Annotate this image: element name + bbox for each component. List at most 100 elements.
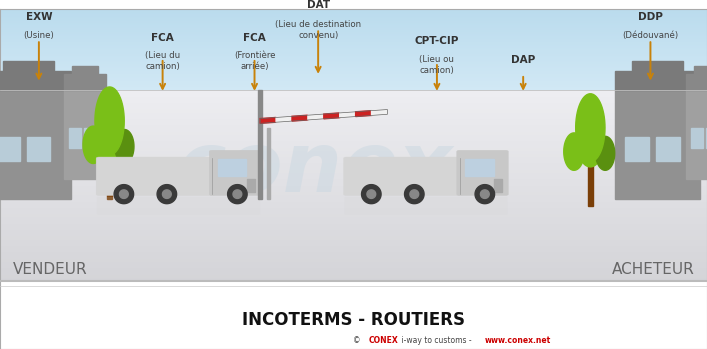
Bar — [632, 61, 683, 71]
Bar — [0, 119, 707, 122]
Bar — [0, 69, 707, 70]
Bar — [0, 83, 707, 84]
Bar — [0, 41, 707, 42]
Bar — [0, 100, 707, 103]
FancyBboxPatch shape — [344, 157, 462, 195]
Bar — [0, 106, 707, 109]
Bar — [0, 94, 707, 97]
Bar — [694, 66, 707, 74]
Bar — [0, 45, 707, 46]
Bar — [0, 208, 707, 211]
Bar — [0, 58, 707, 59]
Bar — [615, 71, 700, 90]
Bar — [0, 75, 707, 76]
Bar — [0, 16, 707, 17]
Bar — [0, 43, 707, 44]
Bar — [0, 46, 707, 47]
Bar — [0, 157, 707, 160]
Polygon shape — [260, 118, 276, 123]
Polygon shape — [410, 190, 419, 199]
Bar — [0, 53, 707, 54]
Bar — [0, 81, 707, 82]
FancyBboxPatch shape — [457, 150, 508, 195]
Bar — [0, 268, 707, 272]
Polygon shape — [95, 87, 124, 155]
Bar — [0, 42, 707, 43]
Bar — [0, 224, 707, 227]
Bar — [0, 243, 707, 246]
Bar — [0, 217, 707, 221]
Bar — [0, 137, 20, 161]
Text: DAT: DAT — [307, 0, 329, 10]
Bar — [0, 113, 707, 116]
Polygon shape — [96, 112, 123, 160]
Bar — [0, 61, 707, 62]
Polygon shape — [114, 185, 134, 204]
Polygon shape — [367, 190, 375, 199]
Bar — [0, 19, 707, 20]
Bar — [0, 249, 707, 252]
Bar — [465, 159, 493, 176]
Bar — [0, 240, 707, 243]
Bar — [0, 246, 707, 249]
Bar — [0, 76, 707, 77]
Text: (Lieu de destination
convenu): (Lieu de destination convenu) — [275, 20, 361, 40]
Polygon shape — [575, 94, 605, 162]
Bar — [0, 227, 707, 230]
Bar — [0, 23, 707, 24]
Text: FCA: FCA — [243, 33, 266, 43]
Bar — [0, 72, 707, 73]
Polygon shape — [361, 185, 381, 204]
Bar — [0, 51, 707, 52]
Bar — [0, 166, 707, 170]
Bar — [0, 205, 707, 208]
Bar — [0, 29, 707, 30]
Bar — [0, 73, 707, 74]
Polygon shape — [404, 185, 424, 204]
Bar — [691, 128, 703, 148]
Bar — [0, 97, 707, 100]
Polygon shape — [157, 185, 177, 204]
Bar — [0, 74, 707, 75]
Bar — [0, 14, 707, 15]
Bar — [0, 86, 707, 87]
Bar — [0, 78, 707, 79]
Bar — [0, 66, 707, 67]
Bar — [0, 88, 707, 89]
Bar — [0, 55, 707, 57]
Bar — [0, 34, 707, 35]
Bar — [0, 70, 707, 71]
Text: conex: conex — [177, 128, 453, 209]
Polygon shape — [596, 136, 614, 170]
Text: VENDEUR: VENDEUR — [13, 262, 88, 277]
Bar — [0, 272, 707, 275]
Bar — [494, 179, 502, 192]
Bar — [0, 173, 707, 176]
Bar — [0, 32, 707, 33]
Bar — [0, 22, 707, 23]
Bar — [0, 82, 707, 83]
Bar — [0, 26, 707, 27]
Bar — [0, 89, 707, 90]
Bar — [0, 132, 707, 135]
Text: www.conex.net: www.conex.net — [484, 336, 551, 345]
Bar — [0, 27, 707, 28]
Bar — [0, 50, 707, 51]
Bar — [0, 259, 707, 262]
FancyBboxPatch shape — [209, 150, 261, 195]
Bar — [0, 160, 707, 163]
Polygon shape — [308, 114, 324, 120]
FancyBboxPatch shape — [97, 197, 260, 215]
Bar — [0, 214, 707, 217]
FancyBboxPatch shape — [96, 157, 215, 195]
Bar — [0, 71, 707, 72]
Bar — [0, 80, 707, 81]
Polygon shape — [577, 119, 604, 167]
Bar — [0, 39, 707, 40]
Bar — [0, 221, 707, 224]
Bar — [588, 162, 593, 206]
Bar — [0, 116, 707, 119]
Text: INCOTERMS - ROUTIERS: INCOTERMS - ROUTIERS — [242, 311, 465, 329]
Bar — [3, 61, 54, 71]
Bar — [64, 90, 106, 179]
